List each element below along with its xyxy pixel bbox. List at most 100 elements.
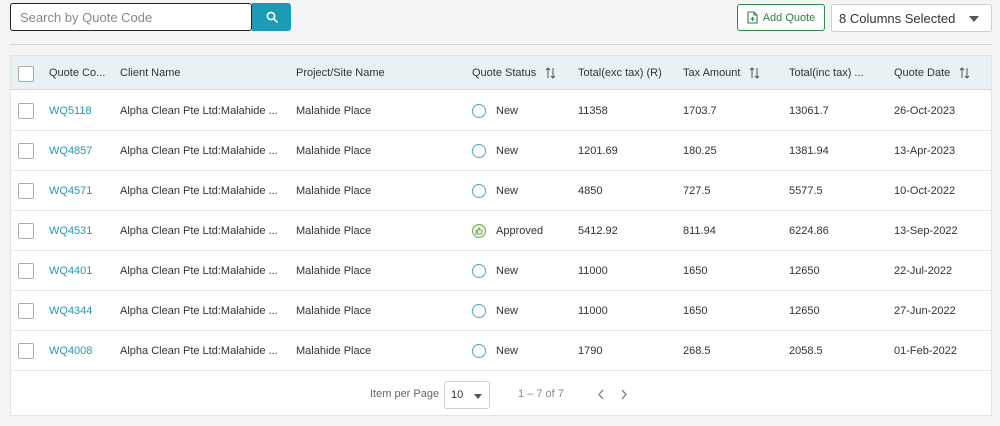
quote-code-link[interactable]: WQ4531	[49, 225, 93, 237]
tax-amount: 1703.7	[683, 105, 717, 117]
status-new-icon	[472, 184, 486, 198]
table-row[interactable]: WQ4008 Alpha Clean Pte Ltd:Malahide ... …	[11, 331, 991, 371]
sort-arrows-icon[interactable]	[959, 67, 970, 79]
client-name: Alpha Clean Pte Ltd:Malahide ...	[120, 305, 278, 317]
column-header-label: Tax Amount	[683, 67, 741, 79]
total-exc-tax: 1201.69	[578, 145, 618, 157]
total-inc-tax: 13061.7	[789, 105, 829, 117]
row-checkbox[interactable]	[18, 143, 34, 159]
quote-code-link[interactable]: WQ5118	[49, 105, 92, 117]
row-checkbox[interactable]	[18, 103, 34, 119]
row-checkbox[interactable]	[18, 303, 34, 319]
document-plus-icon	[747, 11, 758, 24]
quote-status: New	[472, 131, 518, 171]
row-checkbox[interactable]	[18, 223, 34, 239]
total-inc-tax: 12650	[789, 265, 820, 277]
project-name: Malahide Place	[296, 105, 372, 117]
table-row[interactable]: WQ5118 Alpha Clean Pte Ltd:Malahide ... …	[11, 91, 991, 131]
row-checkbox[interactable]	[18, 343, 34, 359]
column-header-total-inc-tax[interactable]: Total(inc tax) ...	[789, 56, 864, 90]
chevron-right-icon	[621, 389, 627, 399]
column-header-label: Quote Co...	[49, 67, 106, 79]
total-exc-tax: 5412.92	[578, 225, 618, 237]
quote-code-link[interactable]: WQ4008	[49, 345, 93, 357]
column-header-label: Project/Site Name	[296, 67, 385, 79]
caret-down-icon	[474, 394, 482, 399]
column-header-tax-amount[interactable]: Tax Amount	[683, 56, 760, 90]
total-exc-tax: 4850	[578, 185, 603, 197]
client-name: Alpha Clean Pte Ltd:Malahide ...	[120, 345, 278, 357]
table-row[interactable]: WQ4401 Alpha Clean Pte Ltd:Malahide ... …	[11, 251, 991, 291]
quote-code-link[interactable]: WQ4571	[49, 185, 93, 197]
status-new-icon	[472, 104, 486, 118]
quote-code-link[interactable]: WQ4401	[49, 265, 93, 277]
project-name: Malahide Place	[296, 265, 372, 277]
table-row[interactable]: WQ4857 Alpha Clean Pte Ltd:Malahide ... …	[11, 131, 991, 171]
quotes-table-card: Quote Co... Client Name Project/Site Nam…	[10, 55, 992, 416]
client-name: Alpha Clean Pte Ltd:Malahide ...	[120, 185, 278, 197]
column-header-total-exc-tax[interactable]: Total(exc tax) (R)	[578, 56, 662, 90]
status-label: New	[496, 145, 519, 157]
column-header-quote-code[interactable]: Quote Co...	[49, 56, 105, 90]
quote-date: 01-Feb-2022	[894, 345, 957, 357]
sort-arrows-icon[interactable]	[545, 67, 556, 79]
previous-page-button[interactable]	[592, 385, 610, 403]
status-label: New	[496, 265, 519, 277]
column-header-project-site[interactable]: Project/Site Name	[296, 56, 385, 90]
table-row[interactable]: WQ4571 Alpha Clean Pte Ltd:Malahide ... …	[11, 171, 991, 211]
status-label: New	[496, 345, 519, 357]
status-label: New	[496, 305, 519, 317]
next-page-button[interactable]	[615, 385, 633, 403]
status-new-icon	[472, 344, 486, 358]
project-name: Malahide Place	[296, 225, 372, 237]
row-checkbox[interactable]	[18, 263, 34, 279]
project-name: Malahide Place	[296, 305, 372, 317]
pagination: Item per Page 10 1 – 7 of 7	[11, 374, 991, 416]
quote-date: 10-Oct-2022	[894, 185, 956, 197]
status-new-icon	[472, 304, 486, 318]
project-name: Malahide Place	[296, 345, 372, 357]
total-exc-tax: 11000	[578, 265, 608, 277]
sort-arrows-icon[interactable]	[749, 67, 760, 79]
items-per-page-select[interactable]: 10	[444, 381, 490, 409]
columns-select[interactable]: 8 Columns Selected	[831, 4, 992, 32]
quote-status: Approved	[472, 211, 543, 251]
tax-amount: 811.94	[683, 225, 716, 237]
status-new-icon	[472, 144, 486, 158]
column-header-label: Client Name	[120, 67, 181, 79]
table-row[interactable]: WQ4344 Alpha Clean Pte Ltd:Malahide ... …	[11, 291, 991, 331]
columns-select-value: 8 Columns Selected	[839, 10, 956, 26]
column-header-quote-date[interactable]: Quote Date	[894, 56, 970, 90]
quote-status: New	[472, 171, 518, 211]
column-header-label: Quote Status	[472, 67, 537, 79]
page-range: 1 – 7 of 7	[518, 388, 564, 400]
items-per-page-label: Item per Page	[370, 388, 440, 400]
table-header: Quote Co... Client Name Project/Site Nam…	[11, 56, 991, 90]
table-row[interactable]: WQ4531 Alpha Clean Pte Ltd:Malahide ... …	[11, 211, 991, 251]
add-quote-label: Add Quote	[762, 11, 816, 24]
quote-status: New	[472, 91, 518, 131]
column-header-label: Total(exc tax) (R)	[578, 67, 662, 79]
divider	[10, 44, 992, 45]
status-label: New	[496, 105, 519, 117]
add-quote-button[interactable]: Add Quote	[737, 4, 825, 31]
row-checkbox[interactable]	[18, 183, 34, 199]
quote-code-link[interactable]: WQ4344	[49, 305, 93, 317]
thumbs-up-icon	[472, 224, 486, 238]
tax-amount: 268.5	[683, 345, 711, 357]
search-icon	[266, 11, 278, 23]
column-header-client-name[interactable]: Client Name	[120, 56, 181, 90]
search-input[interactable]	[10, 3, 252, 31]
status-label: New	[496, 185, 519, 197]
caret-down-icon	[969, 16, 979, 22]
search-button[interactable]	[252, 3, 291, 31]
total-inc-tax: 1381.94	[789, 145, 829, 157]
tax-amount: 1650	[683, 305, 708, 317]
quote-code-link[interactable]: WQ4857	[49, 145, 93, 157]
total-inc-tax: 5577.5	[789, 185, 823, 197]
column-header-quote-status[interactable]: Quote Status	[472, 56, 556, 90]
quote-date: 26-Oct-2023	[894, 105, 956, 117]
total-exc-tax: 1790	[578, 345, 603, 357]
select-all-checkbox[interactable]	[18, 66, 34, 82]
client-name: Alpha Clean Pte Ltd:Malahide ...	[120, 265, 278, 277]
